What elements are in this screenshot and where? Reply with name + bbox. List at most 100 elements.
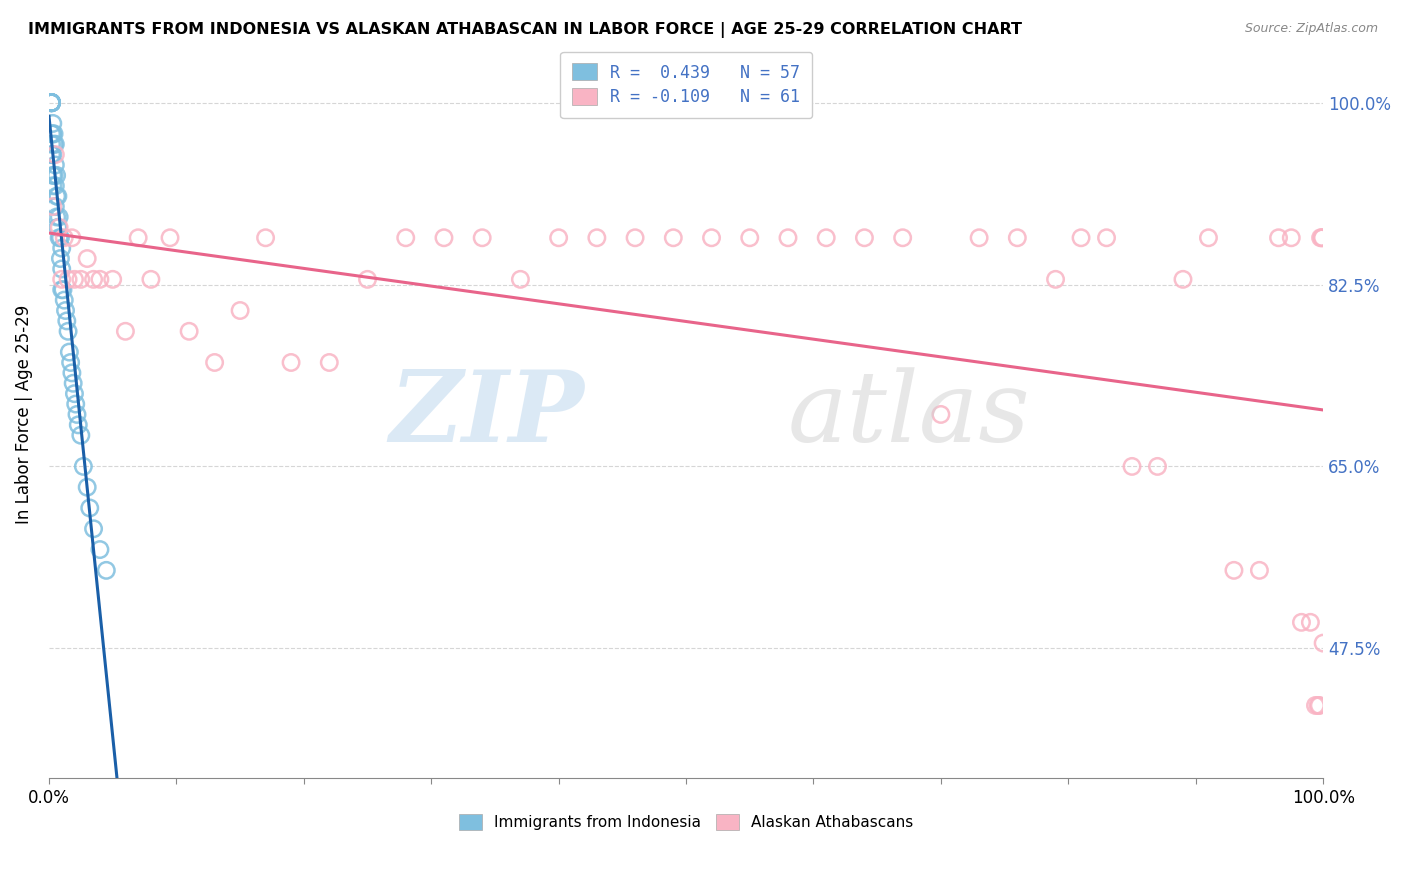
Point: [41, 95, 63, 110]
Point: [51, 262, 73, 277]
Point: [1045, 272, 1067, 286]
Point: [51, 241, 73, 255]
Point: [127, 231, 149, 245]
Legend: Immigrants from Indonesia, Alaskan Athabascans: Immigrants from Indonesia, Alaskan Athab…: [453, 808, 920, 836]
Point: [96, 563, 118, 577]
Point: [49, 252, 72, 266]
Point: [509, 272, 531, 286]
Point: [59, 355, 82, 369]
Point: [79, 500, 101, 515]
Point: [58, 345, 80, 359]
Point: [229, 303, 252, 318]
Point: [52, 283, 75, 297]
Point: [44, 137, 66, 152]
Point: [586, 231, 609, 245]
Point: [139, 272, 162, 286]
Point: [41, 95, 63, 110]
Point: [44, 158, 66, 172]
Text: ZIP: ZIP: [389, 367, 583, 463]
Point: [53, 293, 76, 307]
Point: [1310, 231, 1333, 245]
Point: [662, 231, 685, 245]
Point: [1121, 459, 1143, 474]
Point: [1305, 698, 1327, 713]
Point: [1279, 231, 1302, 245]
Point: [62, 376, 84, 391]
Point: [41, 95, 63, 110]
Point: [776, 231, 799, 245]
Point: [41, 147, 63, 161]
Point: [700, 231, 723, 245]
Point: [45, 169, 67, 183]
Point: [41, 95, 63, 110]
Point: [1312, 636, 1334, 650]
Point: [89, 542, 111, 557]
Point: [42, 178, 65, 193]
Point: [1267, 231, 1289, 245]
Point: [44, 178, 66, 193]
Point: [395, 231, 418, 245]
Point: [1249, 563, 1271, 577]
Point: [280, 355, 302, 369]
Point: [65, 397, 87, 411]
Point: [471, 231, 494, 245]
Point: [60, 366, 83, 380]
Point: [179, 324, 201, 338]
Point: [56, 324, 79, 338]
Point: [41, 95, 63, 110]
Text: atlas: atlas: [787, 367, 1031, 462]
Point: [1308, 698, 1330, 713]
Point: [44, 147, 66, 161]
Point: [48, 220, 70, 235]
Point: [624, 231, 647, 245]
Y-axis label: In Labor Force | Age 25-29: In Labor Force | Age 25-29: [15, 305, 32, 524]
Point: [254, 231, 277, 245]
Point: [55, 303, 77, 318]
Point: [42, 169, 65, 183]
Point: [51, 283, 73, 297]
Point: [42, 127, 65, 141]
Point: [60, 231, 83, 245]
Point: [56, 272, 79, 286]
Point: [1299, 615, 1322, 630]
Point: [42, 200, 65, 214]
Point: [114, 324, 136, 338]
Point: [204, 355, 226, 369]
Point: [1223, 563, 1246, 577]
Point: [1198, 231, 1220, 245]
Point: [318, 355, 340, 369]
Point: [76, 252, 98, 266]
Point: [66, 408, 89, 422]
Point: [48, 210, 70, 224]
Point: [46, 189, 69, 203]
Text: IMMIGRANTS FROM INDONESIA VS ALASKAN ATHABASCAN IN LABOR FORCE | AGE 25-29 CORRE: IMMIGRANTS FROM INDONESIA VS ALASKAN ATH…: [28, 22, 1022, 38]
Point: [738, 231, 761, 245]
Point: [46, 220, 69, 235]
Point: [1309, 231, 1331, 245]
Point: [853, 231, 876, 245]
Point: [967, 231, 990, 245]
Point: [76, 480, 98, 494]
Point: [1146, 459, 1168, 474]
Point: [41, 95, 63, 110]
Point: [41, 95, 63, 110]
Point: [1306, 698, 1329, 713]
Point: [42, 116, 65, 130]
Point: [1171, 272, 1194, 286]
Point: [69, 272, 91, 286]
Point: [83, 522, 105, 536]
Point: [67, 417, 90, 432]
Point: [159, 231, 181, 245]
Point: [41, 137, 63, 152]
Point: [929, 408, 952, 422]
Point: [41, 95, 63, 110]
Point: [433, 231, 456, 245]
Text: Source: ZipAtlas.com: Source: ZipAtlas.com: [1244, 22, 1378, 36]
Point: [1312, 231, 1334, 245]
Point: [63, 272, 86, 286]
Point: [44, 200, 66, 214]
Point: [42, 169, 65, 183]
Point: [42, 137, 65, 152]
Point: [1007, 231, 1029, 245]
Point: [45, 189, 67, 203]
